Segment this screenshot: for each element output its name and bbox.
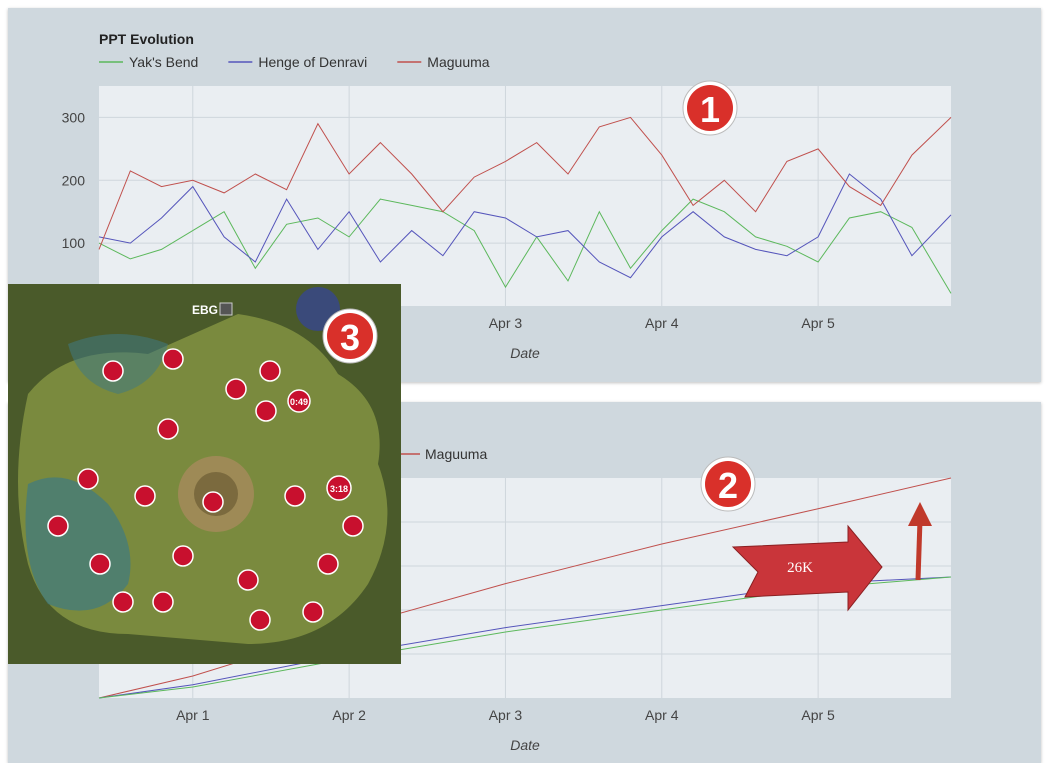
legend-entry[interactable]: Maguuma <box>425 446 487 462</box>
x-tick-label: Apr 3 <box>489 707 523 723</box>
badge-1: 1 <box>682 80 738 136</box>
legend-entry[interactable]: Yak's Bend <box>129 54 198 70</box>
x-tick-label: Apr 2 <box>332 707 366 723</box>
chart-title: PPT Evolution <box>99 31 194 47</box>
legend-entry[interactable]: Maguuma <box>427 54 489 70</box>
series-line <box>98 198 952 294</box>
gain-arrow-label: 26K <box>787 560 813 576</box>
map-label: EBG <box>192 303 218 317</box>
x-tick-label: Apr 5 <box>801 315 835 331</box>
y-tick-label: 200 <box>62 172 86 188</box>
x-tick-label: Apr 4 <box>645 707 679 723</box>
up-arrow <box>908 502 932 581</box>
timer-badge: 3:18 <box>326 475 352 501</box>
series-line <box>98 116 952 250</box>
timer-badge-label: 3:18 <box>330 484 348 494</box>
y-tick-label: 100 <box>62 235 86 251</box>
badge-1-label: 1 <box>700 89 720 130</box>
gain-arrow: 26K <box>731 524 883 612</box>
x-axis-label: Date <box>510 737 540 753</box>
plot-area <box>99 86 951 306</box>
map-plus-icon <box>219 302 233 316</box>
timer-badge: 0:49 <box>287 389 311 413</box>
map-markers <box>47 348 364 631</box>
legend: Maguuma <box>400 446 487 462</box>
badge-2-label: 2 <box>718 465 738 506</box>
badge-3: 3 <box>322 308 378 364</box>
series-line <box>98 477 952 699</box>
y-tick-label: 300 <box>62 109 86 125</box>
x-tick-label: Apr 3 <box>489 315 523 331</box>
badge-3-label: 3 <box>340 317 360 358</box>
x-tick-label: Apr 1 <box>176 707 210 723</box>
series-line <box>98 173 952 279</box>
x-tick-label: Apr 5 <box>801 707 835 723</box>
timer-badge-label: 0:49 <box>290 397 308 407</box>
legend: Yak's Bend Henge of Denravi Maguuma <box>99 54 490 70</box>
ppt-evolution-chart: PPT Evolution Yak's Bend Henge of Denravi… <box>62 31 952 361</box>
badge-2: 2 <box>700 456 756 512</box>
legend-entry[interactable]: Henge of Denravi <box>258 54 367 70</box>
world-map-overlay: 0:49 3:18 EBG 3 <box>8 284 401 664</box>
map-image: 0:49 3:18 EBG 3 <box>8 284 401 664</box>
x-tick-label: Apr 4 <box>645 315 679 331</box>
x-axis-label: Date <box>510 345 540 361</box>
